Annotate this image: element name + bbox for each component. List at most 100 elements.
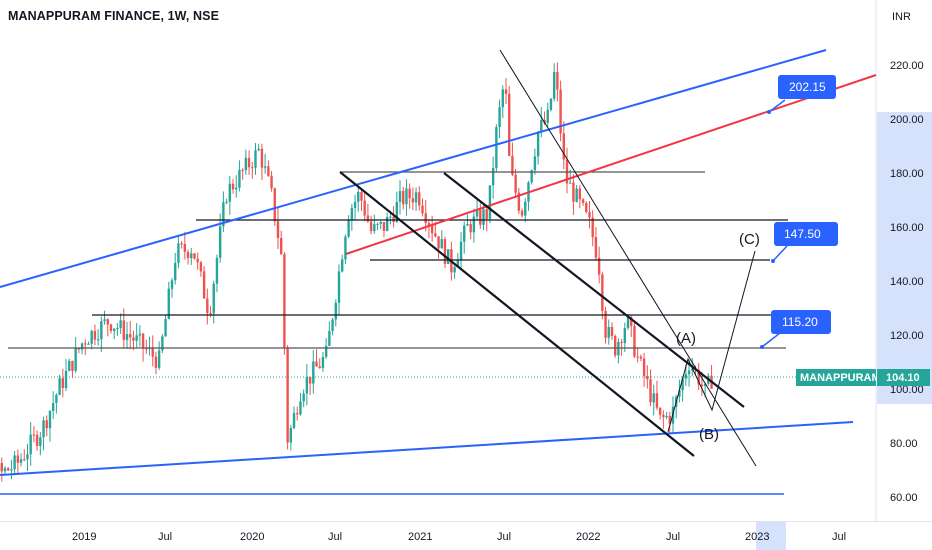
price-tick: 180.00 [890,168,924,180]
price-callout-147[interactable]: 147.50 [771,222,838,263]
candle-body [681,378,684,391]
price-tick: 200.00 [890,114,924,126]
candle-body [630,316,633,326]
candle-body [405,188,408,205]
candle-body [472,216,476,233]
candle-body [106,319,109,325]
candle-body [39,437,42,446]
candle-body [129,334,132,338]
candle-body [244,157,248,171]
price-callout-115[interactable]: 115.20 [760,310,831,349]
candle-body [109,324,113,331]
candle-body [257,148,260,151]
candle-body [360,191,363,201]
candle-body [299,401,302,415]
candle-body [196,258,199,263]
candle-body [270,175,273,189]
candle-body [453,266,456,273]
candle-body [218,226,222,258]
candle-body [575,188,578,202]
candle-body [157,350,161,368]
abc-wave-path[interactable] [667,250,756,433]
candle-body [100,321,103,340]
candle-body [459,241,463,260]
upper-trendline[interactable] [0,49,827,288]
candle-body [254,150,257,168]
candle-body [446,249,450,264]
candle-body [485,209,488,219]
candle-body [498,107,501,128]
candle-body [263,166,267,168]
candle-body [466,223,469,226]
candle-body [193,253,196,259]
wave-label-b: (B) [699,426,719,443]
candle-body [488,185,492,219]
candle-body [71,360,74,371]
candle-body [430,225,434,234]
callout-label: 147.50 [784,227,821,241]
steep-trendline[interactable] [499,49,757,467]
candle-body [315,361,318,367]
candle-body [77,348,81,350]
candle-body [379,222,382,224]
price-callout-202[interactable]: 202.15 [767,75,836,114]
candle-body [177,243,180,263]
candle-body [45,420,48,429]
candle-body [10,469,13,471]
candle-body [48,411,52,429]
symbol-price-tag: MANAPPURAM 104.10 [796,369,930,386]
candle-body [369,221,373,232]
candle-body [562,133,566,160]
candle-body [524,201,527,216]
candle-body [96,339,100,341]
candle-body [344,236,347,260]
price-tick: 160.00 [890,222,924,234]
red-trendline[interactable] [345,74,877,255]
candle-body [241,169,244,171]
candle-body [569,182,572,184]
candle-body [29,434,32,455]
candle-body [411,198,415,203]
candle-body [549,98,553,110]
candle-body [58,378,61,395]
candle-body [520,210,524,216]
candle-body [161,336,164,351]
candle-body [418,192,421,206]
candle-body [296,413,299,415]
candle-body [279,238,283,255]
candle-body [26,454,29,460]
time-axis: 2019 Jul 2020 Jul 2021 Jul 2022 Jul 2023… [72,531,846,543]
candle-body [64,370,68,388]
candle-body [151,347,154,357]
candle-body [456,259,460,267]
price-tick: 100.00 [890,384,924,396]
candle-body [427,223,431,226]
candle-body [312,361,315,384]
candle-body [286,348,289,443]
candle-body [610,326,614,336]
time-tick-highlight: 2023 [745,531,769,543]
candle-body [572,182,575,202]
drawings[interactable] [0,49,877,495]
candle-body [331,319,334,331]
candle-body [0,462,3,472]
candle-body [13,455,16,470]
candle-body [119,320,122,329]
channel-lower-line[interactable] [339,171,695,457]
candle-body [578,188,582,200]
candle-body [334,302,337,320]
currency-label: INR [892,11,911,23]
candle-body [514,174,517,193]
candle-body [479,209,482,225]
candle-body [504,89,508,94]
lower-trendline[interactable] [0,421,854,476]
price-tick: 80.00 [890,438,918,450]
candle-body [122,320,126,340]
candle-body [594,237,598,258]
callout-label: 202.15 [789,80,826,94]
channel-upper-line[interactable] [443,172,745,408]
candle-body [402,191,405,205]
price-tick: 220.00 [890,60,924,72]
time-axis-highlight [756,522,786,550]
